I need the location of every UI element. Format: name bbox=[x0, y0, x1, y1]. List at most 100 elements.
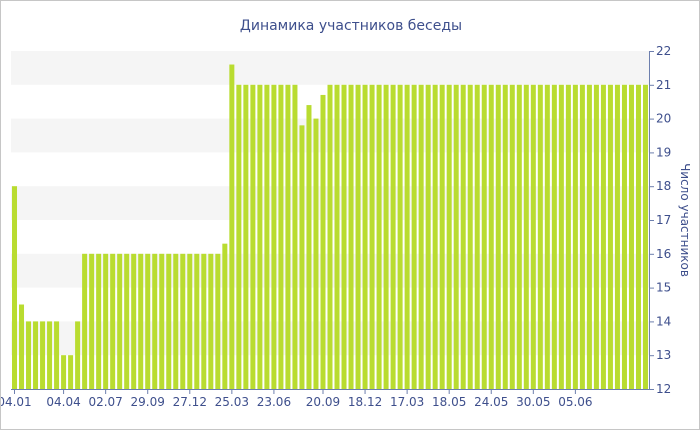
x-tick-label: 02.07 bbox=[88, 395, 122, 409]
bar bbox=[327, 84, 333, 390]
bar bbox=[222, 243, 228, 389]
bar bbox=[614, 84, 620, 390]
y-tick-label: 18 bbox=[656, 179, 671, 193]
bar bbox=[180, 253, 186, 389]
y-tick-label: 12 bbox=[656, 382, 671, 396]
bar bbox=[173, 253, 179, 389]
bar bbox=[621, 84, 627, 390]
bar bbox=[439, 84, 445, 390]
bar bbox=[607, 84, 613, 390]
bar bbox=[82, 253, 88, 389]
y-tick-label: 17 bbox=[656, 213, 671, 227]
bar bbox=[642, 84, 648, 390]
bar bbox=[299, 125, 305, 390]
bar bbox=[481, 84, 487, 390]
bar bbox=[551, 84, 557, 390]
x-tick-label: 17.03 bbox=[390, 395, 424, 409]
bar bbox=[264, 84, 270, 390]
chart-title: Динамика участников беседы bbox=[240, 18, 462, 34]
bar bbox=[26, 321, 32, 389]
bar bbox=[68, 355, 74, 389]
y-tick-label: 16 bbox=[656, 247, 671, 261]
bar bbox=[544, 84, 550, 390]
bar bbox=[418, 84, 424, 390]
x-tick-label: 27.12 bbox=[173, 395, 207, 409]
bar bbox=[355, 84, 361, 390]
bar bbox=[124, 253, 130, 389]
bar bbox=[558, 84, 564, 390]
x-tick-label: 05.06 bbox=[558, 395, 592, 409]
bar bbox=[250, 84, 256, 390]
x-ticks: 04.01 04.04 02.07 29.09 27.12 25.03 23.06 20.09… bbox=[1, 389, 593, 409]
x-tick-label: 20.09 bbox=[306, 395, 340, 409]
bar bbox=[572, 84, 578, 390]
bar bbox=[313, 118, 319, 389]
y-tick-label: 22 bbox=[656, 44, 671, 58]
bar bbox=[306, 105, 312, 389]
y-tick-label: 21 bbox=[656, 78, 671, 92]
x-tick-label: 23.06 bbox=[257, 395, 291, 409]
bar bbox=[138, 253, 144, 389]
bar bbox=[376, 84, 382, 390]
bar bbox=[208, 253, 214, 389]
grid-band bbox=[11, 51, 649, 85]
bar bbox=[565, 84, 571, 390]
bar bbox=[285, 84, 291, 390]
bar bbox=[432, 84, 438, 390]
y-tick-label: 13 bbox=[656, 348, 671, 362]
bar bbox=[509, 84, 515, 390]
bar bbox=[145, 253, 151, 389]
bar bbox=[236, 84, 242, 390]
bar bbox=[411, 84, 417, 390]
x-tick-label: 29.09 bbox=[131, 395, 165, 409]
y-ticks: 12 13 14 15 16 17 18 19 20 21 22 bbox=[649, 44, 671, 396]
bar bbox=[635, 84, 641, 390]
bar bbox=[201, 253, 207, 389]
bar bbox=[390, 84, 396, 390]
y-axis-label: Число участников bbox=[678, 163, 692, 277]
bar bbox=[243, 84, 249, 390]
bar bbox=[425, 84, 431, 390]
bar bbox=[348, 84, 354, 390]
bar bbox=[61, 355, 67, 389]
bar bbox=[334, 84, 340, 390]
bar bbox=[502, 84, 508, 390]
bar bbox=[47, 321, 53, 389]
bar bbox=[187, 253, 193, 389]
y-tick-label: 14 bbox=[656, 314, 671, 328]
bar bbox=[33, 321, 39, 389]
bar bbox=[488, 84, 494, 390]
y-tick-label: 20 bbox=[656, 112, 671, 126]
bar bbox=[19, 304, 25, 389]
bar bbox=[628, 84, 634, 390]
bar bbox=[446, 84, 452, 390]
bar bbox=[194, 253, 200, 389]
bar bbox=[593, 84, 599, 390]
bar bbox=[152, 253, 158, 389]
bar bbox=[320, 94, 326, 389]
bar bbox=[89, 253, 95, 389]
bar bbox=[404, 84, 410, 390]
bar bbox=[453, 84, 459, 390]
bar bbox=[40, 321, 46, 389]
bar bbox=[530, 84, 536, 390]
bar bbox=[537, 84, 543, 390]
bar bbox=[579, 84, 585, 390]
bar bbox=[460, 84, 466, 390]
bar bbox=[159, 253, 165, 389]
bar bbox=[131, 253, 137, 389]
bar bbox=[271, 84, 277, 390]
bar bbox=[474, 84, 480, 390]
bar bbox=[12, 186, 18, 389]
bar bbox=[229, 64, 235, 389]
bar bbox=[215, 253, 221, 389]
bar bbox=[166, 253, 172, 389]
bar bbox=[75, 321, 81, 389]
bar bbox=[516, 84, 522, 390]
x-tick-label: 30.05 bbox=[516, 395, 550, 409]
bar bbox=[341, 84, 347, 390]
bar bbox=[257, 84, 263, 390]
x-tick-label: 25.03 bbox=[215, 395, 249, 409]
